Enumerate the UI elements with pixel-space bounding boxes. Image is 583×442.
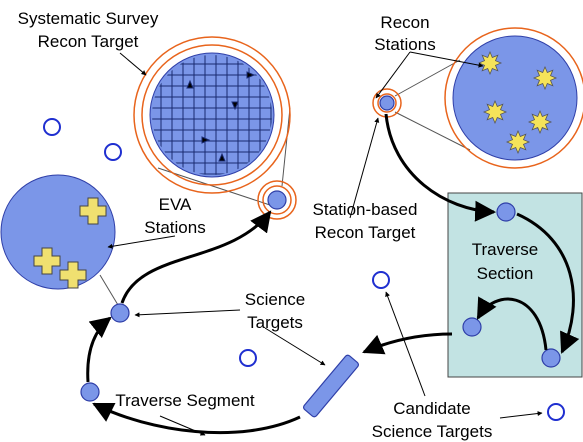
node xyxy=(80,382,100,402)
connector xyxy=(157,167,271,206)
eva-area xyxy=(0,174,116,290)
node xyxy=(496,202,516,222)
label: Science xyxy=(245,290,305,309)
survey-marker xyxy=(186,79,194,89)
label: Science Targets xyxy=(372,422,493,441)
traverse-section-box xyxy=(447,192,583,378)
connector xyxy=(281,107,291,187)
node xyxy=(379,95,395,111)
survey-ring xyxy=(141,44,283,186)
label: Traverse Segment xyxy=(115,391,254,410)
recon-station xyxy=(505,129,531,155)
label: Stations xyxy=(374,35,435,54)
node xyxy=(541,348,561,368)
traverse-paths xyxy=(86,113,580,435)
survey-marker xyxy=(231,101,239,111)
pointers xyxy=(107,51,543,436)
connector xyxy=(394,111,471,151)
candidate-target xyxy=(239,349,257,367)
label: Recon Target xyxy=(38,32,139,51)
node-ring xyxy=(377,93,397,113)
science-target xyxy=(303,354,359,418)
node xyxy=(110,303,130,323)
label: Candidate xyxy=(393,399,471,418)
recon-stations xyxy=(477,50,558,155)
connector xyxy=(99,274,119,306)
label: Stations xyxy=(144,218,205,237)
node xyxy=(462,317,482,337)
label: Station-based xyxy=(313,200,418,219)
survey-marker xyxy=(218,152,226,162)
survey-marker xyxy=(201,136,211,144)
survey-marker xyxy=(246,71,256,79)
label: Recon xyxy=(380,13,429,32)
node xyxy=(267,190,287,210)
candidate-target xyxy=(104,143,122,161)
label: EVA xyxy=(159,195,192,214)
survey-ring xyxy=(133,36,291,194)
label: Systematic Survey xyxy=(18,9,159,28)
recon-station xyxy=(477,50,503,76)
candidate-target xyxy=(372,271,390,289)
label: Section xyxy=(477,264,534,283)
recon-ring xyxy=(444,27,583,169)
recon-station xyxy=(527,109,553,135)
eva-stations xyxy=(33,197,107,289)
label: Recon Target xyxy=(315,223,416,242)
label: Traverse xyxy=(472,240,538,259)
recon-station xyxy=(532,65,558,91)
node-ring xyxy=(257,180,297,220)
recon-station xyxy=(482,99,508,125)
label: Targets xyxy=(247,313,303,332)
connector xyxy=(394,59,461,97)
survey-area xyxy=(149,52,275,178)
candidate-target xyxy=(43,118,61,136)
node-ring xyxy=(262,185,292,215)
candidate-target xyxy=(547,403,565,421)
